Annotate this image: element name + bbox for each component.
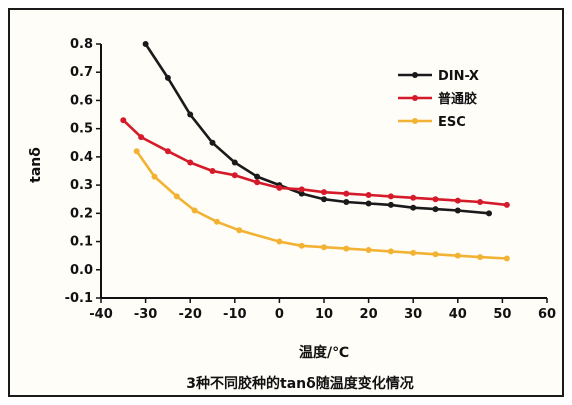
y-tick-label: 0.0 bbox=[70, 263, 93, 278]
data-point bbox=[142, 41, 149, 47]
series-line bbox=[122, 119, 508, 207]
legend-swatch-marker bbox=[412, 95, 418, 101]
data-point bbox=[209, 139, 216, 146]
x-tick-label: -40 bbox=[89, 307, 113, 322]
x-tick-label: 0 bbox=[275, 307, 284, 322]
data-point bbox=[133, 148, 140, 155]
series-line bbox=[135, 150, 507, 260]
data-point bbox=[387, 201, 394, 208]
x-tick-label: 50 bbox=[493, 307, 511, 322]
series-line bbox=[144, 43, 490, 215]
y-tick-label: 0.6 bbox=[70, 93, 93, 108]
data-point bbox=[231, 159, 238, 166]
series-layer bbox=[120, 41, 510, 262]
data-point bbox=[410, 194, 417, 201]
series-2 bbox=[120, 117, 510, 208]
data-point bbox=[410, 204, 417, 211]
x-tick-label: 40 bbox=[449, 307, 467, 322]
data-point bbox=[486, 210, 493, 217]
data-point bbox=[276, 238, 283, 245]
data-point bbox=[254, 179, 261, 186]
y-tick-label: 0.5 bbox=[70, 122, 93, 137]
data-point bbox=[432, 196, 439, 203]
data-point bbox=[120, 117, 127, 124]
x-tick-label: -30 bbox=[134, 307, 158, 322]
x-tick-label: -10 bbox=[223, 307, 247, 322]
legend-entry-1: DIN-X bbox=[398, 69, 479, 84]
data-point bbox=[276, 184, 283, 191]
data-point bbox=[503, 255, 510, 262]
y-tick-label: -0.1 bbox=[65, 291, 93, 306]
legend-swatch-marker bbox=[412, 118, 418, 124]
data-point bbox=[387, 193, 394, 200]
data-point bbox=[365, 200, 372, 207]
x-tick-label: -20 bbox=[178, 307, 202, 322]
y-axis-title: tanδ bbox=[28, 147, 44, 183]
data-point bbox=[343, 245, 350, 252]
data-point bbox=[213, 218, 220, 225]
series-1 bbox=[142, 41, 493, 217]
y-tick-label: 0.8 bbox=[70, 37, 93, 52]
data-point bbox=[321, 189, 327, 196]
chart-title: 3种不同胶种的tanδ随温度变化情况 bbox=[186, 375, 413, 392]
x-tick-label: 10 bbox=[315, 307, 333, 322]
y-tick-label: 0.1 bbox=[70, 235, 93, 250]
x-tick-label: 30 bbox=[404, 307, 422, 322]
data-point bbox=[410, 249, 417, 256]
data-point bbox=[191, 207, 198, 214]
data-point bbox=[173, 193, 180, 200]
data-point bbox=[365, 191, 372, 198]
data-point bbox=[187, 159, 194, 166]
data-point bbox=[477, 254, 484, 261]
data-point bbox=[209, 168, 216, 174]
legend-entry-2: 普通胶 bbox=[398, 91, 477, 107]
y-tick-label: 0.3 bbox=[70, 178, 93, 193]
data-point bbox=[387, 248, 394, 255]
data-point bbox=[164, 74, 171, 81]
y-tick-label: 0.2 bbox=[70, 206, 93, 221]
legend-label: DIN-X bbox=[438, 69, 479, 84]
data-point bbox=[432, 251, 439, 258]
data-point bbox=[236, 227, 243, 234]
data-point bbox=[298, 190, 305, 197]
data-point bbox=[477, 199, 484, 206]
legend-label: 普通胶 bbox=[438, 91, 477, 107]
data-point bbox=[343, 190, 350, 197]
data-point bbox=[343, 199, 350, 206]
data-point bbox=[454, 197, 461, 204]
legend-swatch-marker bbox=[412, 72, 418, 78]
x-axis-title: 温度/℃ bbox=[299, 344, 349, 361]
axes: -40 -30 -20 -10 0 10 20 30 40 50 60 -0.1 0.0 0.1 0.2 0.… bbox=[65, 37, 556, 322]
x-tick-label: 60 bbox=[538, 307, 556, 322]
data-point bbox=[187, 111, 194, 118]
data-point bbox=[454, 207, 461, 214]
series-3 bbox=[133, 148, 510, 262]
x-tick-label: 20 bbox=[360, 307, 378, 322]
y-tick-label: 0.4 bbox=[70, 150, 93, 165]
data-point bbox=[454, 252, 461, 259]
y-tick-label: 0.7 bbox=[70, 65, 93, 80]
data-point bbox=[432, 206, 439, 213]
legend-entry-3: ESC bbox=[398, 115, 466, 130]
data-point bbox=[321, 244, 327, 251]
data-point bbox=[365, 247, 372, 254]
data-point bbox=[298, 242, 305, 249]
data-point bbox=[164, 148, 171, 155]
data-point bbox=[231, 172, 238, 179]
data-point bbox=[298, 186, 305, 193]
data-point bbox=[138, 134, 145, 141]
data-point bbox=[503, 201, 510, 208]
legend: DIN-X 普通胶 ESC bbox=[398, 69, 479, 130]
legend-label: ESC bbox=[438, 115, 466, 130]
data-point bbox=[321, 196, 327, 203]
data-point bbox=[254, 173, 261, 180]
data-point bbox=[151, 173, 158, 180]
